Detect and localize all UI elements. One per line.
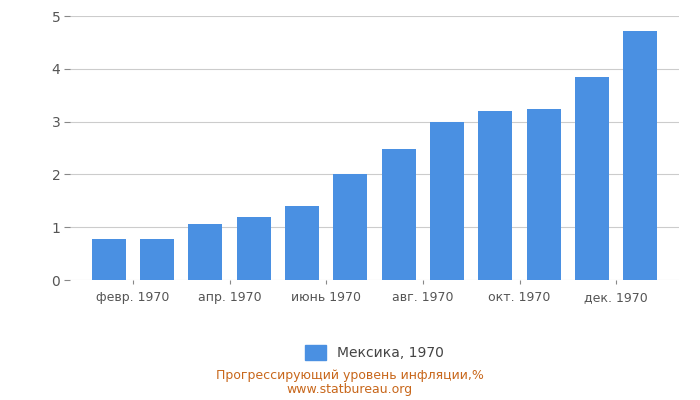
Text: www.statbureau.org: www.statbureau.org xyxy=(287,384,413,396)
Bar xyxy=(478,110,512,280)
Bar xyxy=(575,77,609,280)
Bar xyxy=(430,122,464,280)
Bar xyxy=(382,148,416,280)
Bar xyxy=(624,31,657,280)
Bar xyxy=(188,224,222,280)
Bar xyxy=(140,239,174,280)
Bar xyxy=(333,174,368,280)
Text: Прогрессирующий уровень инфляции,%: Прогрессирующий уровень инфляции,% xyxy=(216,370,484,382)
Bar xyxy=(526,109,561,280)
Bar xyxy=(92,239,125,280)
Bar xyxy=(285,206,319,280)
Bar xyxy=(237,217,271,280)
Legend: Мексика, 1970: Мексика, 1970 xyxy=(300,340,449,366)
